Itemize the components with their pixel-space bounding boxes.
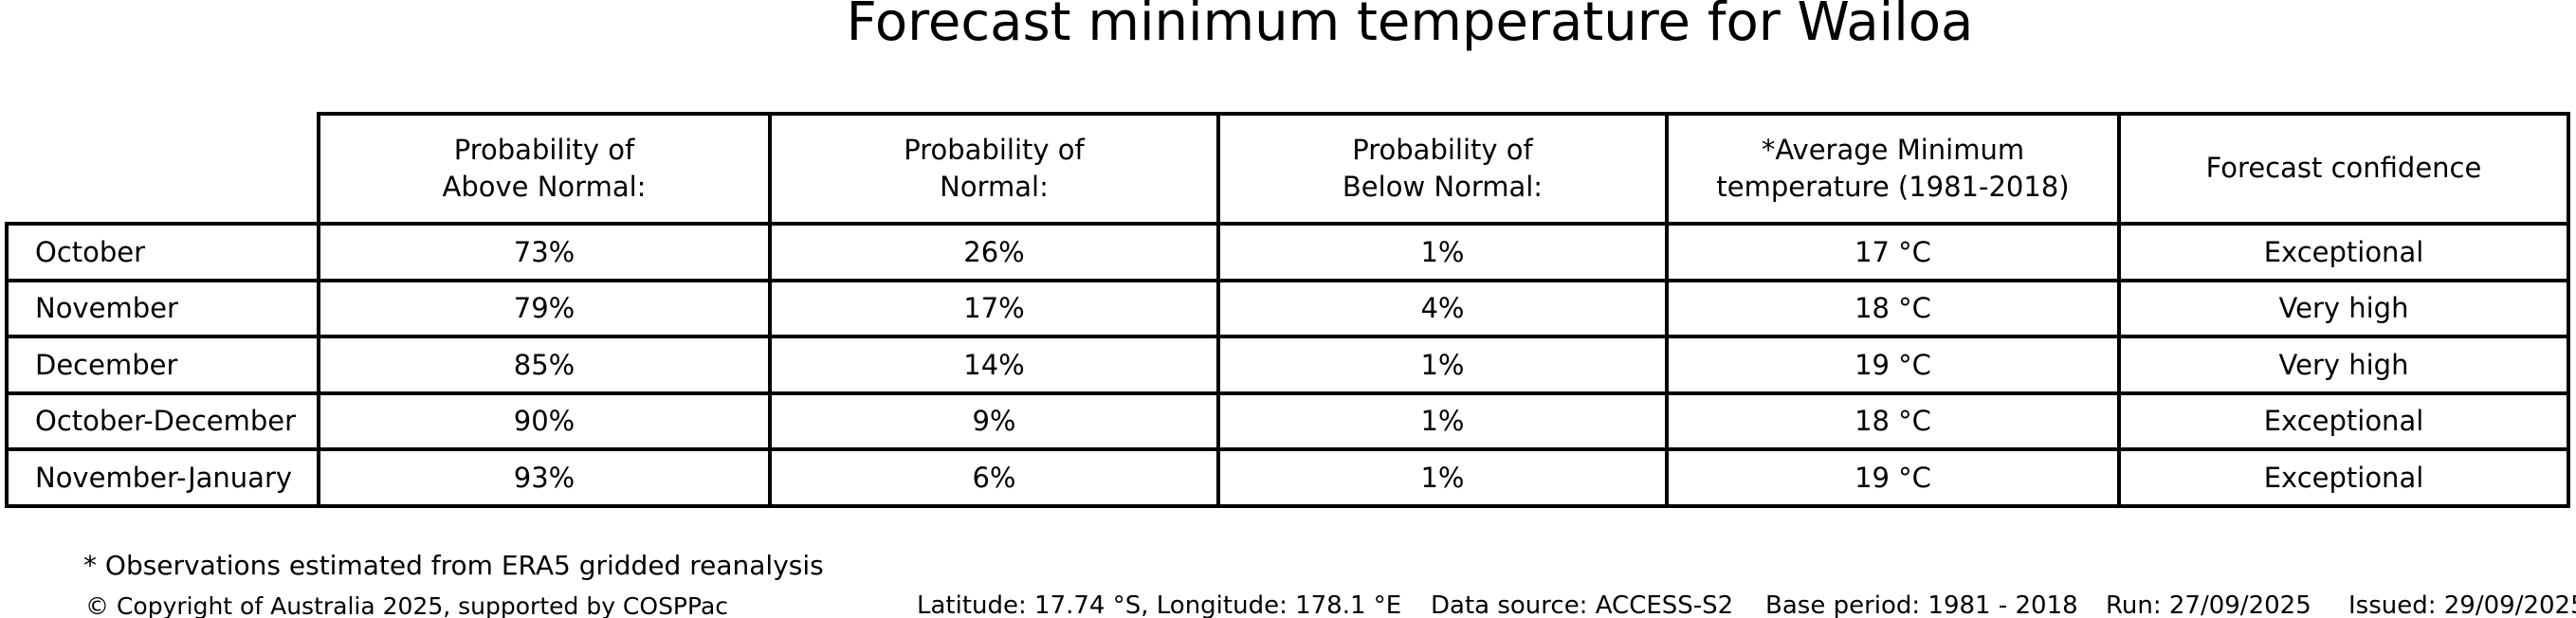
cell-confidence: Very high — [2117, 278, 2570, 338]
cell-above-normal: 85% — [317, 335, 772, 395]
table-row-october-december: October-December 90% 9% 1% 18 °C Excepti… — [5, 391, 2570, 451]
cell-above-normal: 73% — [317, 222, 772, 282]
run-date-text: Run: 27/09/2025 — [2106, 591, 2311, 618]
cell-confidence: Exceptional — [2117, 222, 2570, 282]
cell-below-normal: 1% — [1216, 335, 1669, 395]
cell-below-normal: 1% — [1216, 391, 1669, 451]
cell-above-normal: 93% — [317, 447, 772, 508]
header-cell-average-min-temp: *Average Minimum temperature (1981-2018) — [1665, 112, 2121, 226]
cell-above-normal: 79% — [317, 278, 772, 338]
cell-average-min-temp: 19 °C — [1665, 447, 2121, 508]
header-cell-below-normal: Probability of Below Normal: — [1216, 112, 1669, 226]
header-row: Probability of Above Normal: Probability… — [7, 112, 2570, 226]
cell-below-normal: 1% — [1216, 447, 1669, 508]
header-cell-empty — [7, 114, 319, 224]
issued-date-text: Issued: 29/09/2025 — [2348, 591, 2576, 618]
cell-confidence: Very high — [2117, 335, 2570, 395]
forecast-table: Probability of Above Normal: Probability… — [5, 112, 2570, 508]
page-title: Forecast minimum temperature for Wailoa — [846, 0, 1974, 53]
cell-period: October — [5, 222, 320, 282]
base-period-text: Base period: 1981 - 2018 — [1765, 591, 2078, 618]
cell-confidence: Exceptional — [2117, 391, 2570, 451]
table-row-november: November 79% 17% 4% 18 °C Very high — [5, 278, 2570, 338]
cell-normal: 9% — [768, 391, 1220, 451]
header-cell-forecast-confidence: Forecast confidence — [2117, 112, 2570, 226]
copyright-text: © Copyright of Australia 2025, supported… — [85, 592, 729, 618]
table-row-december: December 85% 14% 1% 19 °C Very high — [5, 335, 2570, 395]
cell-normal: 26% — [768, 222, 1220, 282]
cell-normal: 6% — [768, 447, 1220, 508]
cell-below-normal: 1% — [1216, 222, 1669, 282]
table-row-november-january: November-January 93% 6% 1% 19 °C Excepti… — [5, 447, 2570, 508]
era5-footnote: * Observations estimated from ERA5 gridd… — [83, 550, 824, 581]
cell-average-min-temp: 17 °C — [1665, 222, 2121, 282]
header-cell-normal: Probability of Normal: — [768, 112, 1220, 226]
lat-lon-text: Latitude: 17.74 °S, Longitude: 178.1 °E — [917, 591, 1402, 618]
cell-average-min-temp: 18 °C — [1665, 278, 2121, 338]
cell-normal: 17% — [768, 278, 1220, 338]
table-row-october: October 73% 26% 1% 17 °C Exceptional — [5, 222, 2570, 282]
cell-confidence: Exceptional — [2117, 447, 2570, 508]
cell-normal: 14% — [768, 335, 1220, 395]
data-source-text: Data source: ACCESS-S2 — [1431, 591, 1734, 618]
cell-below-normal: 4% — [1216, 278, 1669, 338]
cell-period: November-January — [5, 447, 320, 508]
cell-period: December — [5, 335, 320, 395]
cell-average-min-temp: 19 °C — [1665, 335, 2121, 395]
header-cell-above-normal: Probability of Above Normal: — [317, 112, 772, 226]
cell-period: October-December — [5, 391, 320, 451]
cell-period: November — [5, 278, 320, 338]
cell-average-min-temp: 18 °C — [1665, 391, 2121, 451]
cell-above-normal: 90% — [317, 391, 772, 451]
